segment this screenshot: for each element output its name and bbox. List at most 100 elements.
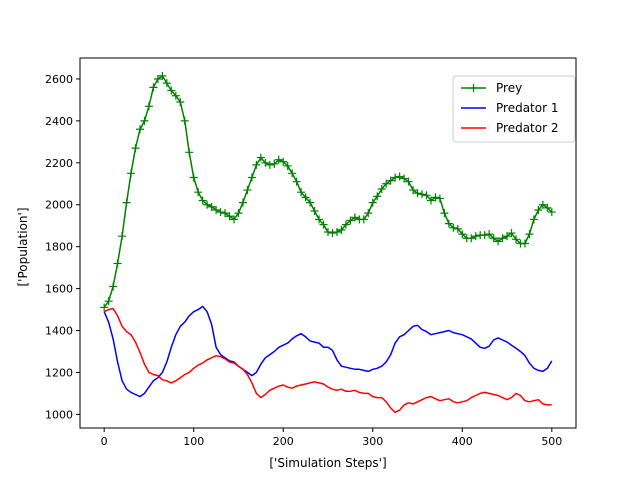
data-point-prey xyxy=(225,212,234,221)
data-point-prey xyxy=(404,177,413,186)
data-point-prey xyxy=(297,188,306,197)
data-point-prey xyxy=(350,213,359,222)
data-point-prey xyxy=(364,209,373,218)
data-point-prey xyxy=(256,153,265,162)
x-tick-label: 200 xyxy=(273,435,294,448)
y-tick-label: 2200 xyxy=(45,157,73,170)
y-axis-ticks: 1000 1200 1400 1600 1800 2000 2200 2400 2600 xyxy=(45,73,80,421)
data-point-prey xyxy=(301,193,310,202)
data-point-prey xyxy=(538,200,547,209)
data-point-prey xyxy=(167,86,176,95)
series-line-predator-2 xyxy=(103,307,552,414)
data-point-prey xyxy=(409,186,418,195)
data-point-prey xyxy=(341,220,350,229)
data-point-prey xyxy=(368,198,377,207)
data-point-prey xyxy=(234,209,243,218)
data-point-prey xyxy=(127,169,136,178)
data-point-prey xyxy=(359,215,368,224)
data-point-prey xyxy=(270,159,279,168)
y-axis-label: ['Population'] xyxy=(16,207,30,286)
data-point-prey xyxy=(319,220,328,229)
data-point-prey xyxy=(529,215,538,224)
data-point-prey xyxy=(395,172,404,181)
data-point-prey xyxy=(373,192,382,201)
data-point-prey xyxy=(467,234,476,243)
y-tick-label: 1000 xyxy=(45,408,73,421)
data-point-prey xyxy=(265,160,274,169)
data-point-prey xyxy=(122,198,131,207)
data-point-prey xyxy=(292,177,301,186)
data-point-prey xyxy=(534,205,543,214)
legend: Prey Predator 1 Predator 2 xyxy=(452,75,576,143)
data-point-prey xyxy=(113,259,122,268)
data-point-prey xyxy=(328,229,337,238)
data-point-prey xyxy=(261,158,270,167)
data-point-prey xyxy=(507,229,516,238)
data-point-prey xyxy=(512,235,521,244)
legend-label-predator-1: Predator 1 xyxy=(496,101,558,115)
data-point-prey xyxy=(310,207,319,216)
data-point-prey xyxy=(189,173,198,182)
data-point-prey xyxy=(180,116,189,125)
data-point-prey xyxy=(306,198,315,207)
y-tick-label: 2600 xyxy=(45,73,73,86)
data-point-prey xyxy=(252,160,261,169)
data-point-prey xyxy=(315,215,324,224)
data-point-prey xyxy=(203,200,212,209)
series-markers xyxy=(100,71,556,312)
data-point-prey xyxy=(346,216,355,225)
data-point-prey xyxy=(525,230,534,239)
data-point-prey xyxy=(229,215,238,224)
data-point-prey xyxy=(426,196,435,205)
data-point-prey xyxy=(131,144,140,153)
x-tick-label: 100 xyxy=(183,435,204,448)
data-point-prey xyxy=(221,209,230,218)
data-point-prey xyxy=(480,231,489,240)
data-point-prey xyxy=(207,202,216,211)
data-point-prey xyxy=(283,161,292,170)
data-point-prey xyxy=(485,230,494,239)
data-point-prey xyxy=(471,232,480,241)
data-point-prey xyxy=(324,227,332,236)
data-point-prey xyxy=(162,79,171,88)
data-point-prey xyxy=(391,173,400,182)
data-point-prey xyxy=(140,116,149,125)
data-point-prey xyxy=(194,188,203,197)
y-tick-label: 1400 xyxy=(45,325,73,338)
data-point-prey xyxy=(100,303,109,312)
x-tick-label: 500 xyxy=(541,435,562,448)
data-point-prey xyxy=(449,223,458,232)
data-point-prey xyxy=(118,232,127,241)
data-point-prey xyxy=(377,185,386,194)
data-point-prey xyxy=(431,193,440,202)
data-point-prey xyxy=(458,230,467,239)
data-point-prey xyxy=(288,169,297,178)
data-point-prey xyxy=(198,196,207,205)
data-point-prey xyxy=(453,224,462,233)
x-tick-label: 300 xyxy=(362,435,383,448)
data-point-prey xyxy=(418,190,427,199)
data-point-prey xyxy=(176,98,185,107)
data-point-prey xyxy=(547,208,556,217)
legend-label-prey: Prey xyxy=(496,81,522,95)
y-tick-label: 1200 xyxy=(45,366,73,379)
data-point-prey xyxy=(185,148,194,157)
data-point-prey xyxy=(503,232,512,241)
data-point-prey xyxy=(144,102,153,111)
data-point-prey xyxy=(332,227,341,236)
data-point-prey xyxy=(543,203,552,212)
plot-frame xyxy=(79,57,577,429)
data-point-prey xyxy=(386,176,395,185)
y-tick-label: 2400 xyxy=(45,115,73,128)
data-point-prey xyxy=(400,174,409,183)
data-point-prey xyxy=(498,234,507,243)
data-point-prey xyxy=(494,237,503,246)
data-point-prey xyxy=(413,189,422,198)
data-point-prey xyxy=(238,198,247,207)
x-tick-label: 400 xyxy=(452,435,473,448)
data-point-prey xyxy=(153,74,162,83)
y-tick-label: 2000 xyxy=(45,199,73,212)
data-point-prey xyxy=(109,282,118,291)
legend-box xyxy=(452,75,576,143)
